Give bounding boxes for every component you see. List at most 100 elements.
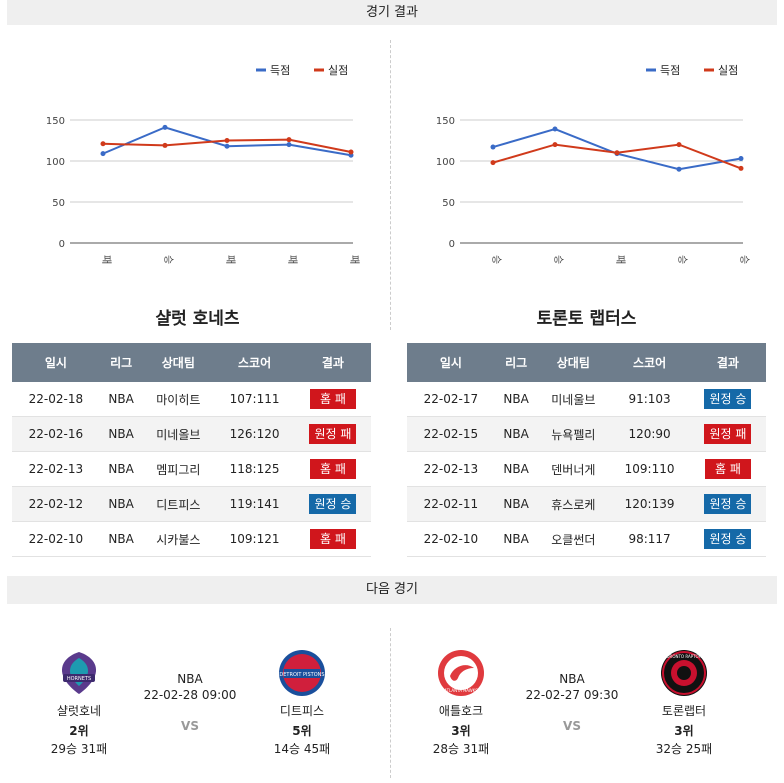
y-tick-label: 100 [436, 157, 455, 168]
data-point [552, 142, 558, 148]
date-cell: 22-02-15 [407, 416, 495, 452]
hornets-logo: HORNETS [54, 648, 104, 698]
score-cell: 109:121 [214, 521, 295, 557]
table-row: 22-02-18 NBA 마이히트 107:111 홈 패 [12, 382, 371, 417]
league-cell: NBA [99, 486, 143, 522]
x-tick-label: 패 [100, 255, 112, 264]
col-league: 리그 [494, 343, 538, 382]
team-rank: 3위 [451, 724, 471, 738]
table-row: 22-02-16 NBA 미네올브 126:120 원정 패 [12, 416, 371, 452]
data-point [676, 166, 682, 172]
data-point [224, 143, 230, 149]
data-point [224, 138, 230, 143]
date-cell: 22-02-12 [12, 486, 100, 522]
result-cell: 홈 패 [689, 451, 766, 487]
legend-label: 득점 [270, 64, 290, 77]
opponent-cell: 덴버너게 [537, 451, 610, 487]
next-game-1-home[interactable]: HORNETS 샬럿호네 2위 29승 31패 [39, 648, 119, 757]
y-tick-label: 0 [449, 239, 455, 250]
team-record: 29승 31패 [50, 742, 108, 756]
team-name: 토론랩터 [661, 704, 707, 718]
team-name: 디트피스 [279, 704, 325, 718]
score-cell: 120:139 [609, 486, 690, 522]
table-header-row: 일시 리그 상대팀 스코어 결과 [12, 343, 371, 382]
date-cell: 22-02-10 [407, 521, 495, 557]
legend-label: 실점 [328, 64, 348, 77]
x-tick-label: 패 [348, 255, 360, 264]
opponent-cell: 마이히트 [142, 382, 215, 417]
data-point [614, 150, 620, 156]
data-point [490, 144, 496, 150]
result-cell: 원정 승 [689, 486, 766, 522]
data-point [490, 160, 496, 166]
x-tick-label: 패 [286, 255, 298, 264]
next-game-2-away[interactable]: TORONTO RAPTORS 토론랩터 3위 32승 25패 [644, 648, 724, 757]
next-game-1-away[interactable]: DETROIT PISTONS 디트피스 5위 14승 45패 [262, 648, 342, 757]
table-row: 22-02-15 NBA 뉴욕펠리 120:90 원정 패 [407, 416, 766, 452]
y-tick-label: 150 [46, 116, 65, 127]
result-badge: 원정 패 [309, 424, 357, 444]
charlotte-results-table: 일시 리그 상대팀 스코어 결과 22-02-18 NBA 마이히트 107:111 홈… [12, 343, 371, 557]
result-badge: 원정 패 [704, 424, 752, 444]
league-label: NBA [177, 672, 203, 686]
next-game-2-info: NBA 22-02-27 09:30 [512, 672, 632, 702]
team-record: 14승 45패 [273, 742, 331, 756]
result-badge: 원정 승 [309, 494, 357, 514]
data-point [100, 141, 106, 147]
date-cell: 22-02-17 [407, 382, 495, 417]
table-row: 22-02-10 NBA 시카불스 109:121 홈 패 [12, 521, 371, 557]
game-datetime: 22-02-27 09:30 [525, 688, 619, 702]
result-cell: 원정 승 [689, 521, 766, 557]
opponent-cell: 휴스로케 [537, 486, 610, 522]
y-tick-label: 50 [442, 198, 455, 209]
league-cell: NBA [99, 521, 143, 557]
col-score: 스코어 [609, 343, 690, 382]
league-cell: NBA [494, 416, 538, 452]
opponent-cell: 오클썬더 [537, 521, 610, 557]
score-cell: 120:90 [609, 416, 690, 452]
table-row: 22-02-13 NBA 덴버너게 109:110 홈 패 [407, 451, 766, 487]
col-result: 결과 [689, 343, 766, 382]
league-cell: NBA [494, 486, 538, 522]
data-point [100, 151, 106, 157]
date-cell: 22-02-13 [407, 451, 495, 487]
data-point [348, 149, 354, 155]
game-datetime: 22-02-28 09:00 [143, 688, 237, 702]
league-label: NBA [559, 672, 585, 686]
date-cell: 22-02-10 [12, 521, 100, 557]
score-cell: 91:103 [609, 382, 690, 417]
table-row: 22-02-13 NBA 멤피그리 118:125 홈 패 [12, 451, 371, 487]
col-date: 일시 [407, 343, 495, 382]
date-cell: 22-02-11 [407, 486, 495, 522]
col-opponent: 상대팀 [537, 343, 610, 382]
next-game-2-home[interactable]: ATLANTA HAWKS 애틀호크 3위 28승 31패 [421, 648, 501, 757]
x-tick-label: 승 [552, 255, 564, 264]
results-section-header: 경기 결과 [7, 0, 777, 25]
result-badge: 원정 승 [704, 529, 752, 549]
col-league: 리그 [99, 343, 143, 382]
table-row: 22-02-12 NBA 디트피스 119:141 원정 승 [12, 486, 371, 522]
toronto-chart: 0 50 100 150 승 승 패 승 승 득점 실점 [436, 64, 750, 264]
table-header-row: 일시 리그 상대팀 스코어 결과 [407, 343, 766, 382]
col-opponent: 상대팀 [142, 343, 215, 382]
vs-label: VS [181, 719, 199, 733]
x-tick-label: 승 [738, 255, 750, 264]
team-record: 32승 25패 [655, 742, 713, 756]
result-badge: 홈 패 [704, 459, 751, 479]
date-cell: 22-02-18 [12, 382, 100, 417]
league-cell: NBA [494, 451, 538, 487]
score-cell: 119:141 [214, 486, 295, 522]
result-badge: 홈 패 [309, 459, 356, 479]
team-name: 샬럿호네 [56, 704, 102, 718]
table-row: 22-02-10 NBA 오클썬더 98:117 원정 승 [407, 521, 766, 557]
y-tick-label: 150 [436, 116, 455, 127]
col-date: 일시 [12, 343, 100, 382]
x-tick-label: 패 [224, 255, 236, 264]
legend-label: 득점 [660, 64, 680, 77]
result-badge: 홈 패 [309, 389, 356, 409]
team-record: 28승 31패 [432, 742, 490, 756]
y-tick-label: 0 [59, 239, 65, 250]
raptors-logo: TORONTO RAPTORS [659, 648, 709, 698]
x-tick-label: 패 [614, 255, 626, 264]
result-badge: 홈 패 [309, 529, 356, 549]
